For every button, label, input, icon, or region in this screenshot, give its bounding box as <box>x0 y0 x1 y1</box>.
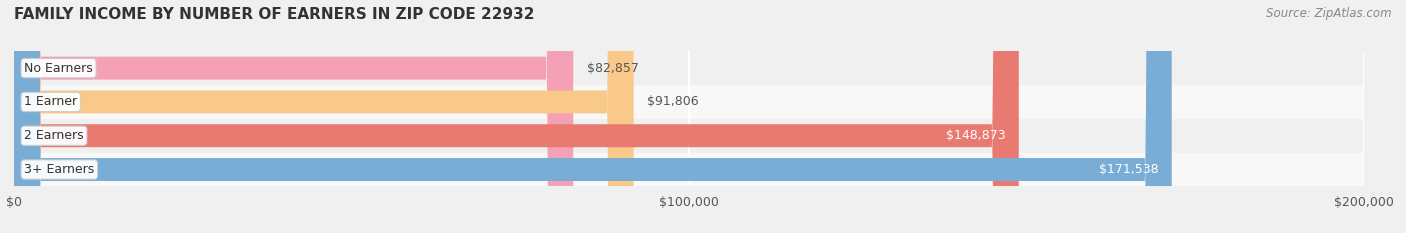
FancyBboxPatch shape <box>14 0 574 233</box>
Text: $91,806: $91,806 <box>647 96 699 108</box>
Text: No Earners: No Earners <box>24 62 93 75</box>
Text: 1 Earner: 1 Earner <box>24 96 77 108</box>
FancyBboxPatch shape <box>14 0 1019 233</box>
Text: 3+ Earners: 3+ Earners <box>24 163 94 176</box>
Bar <box>14 85 1364 119</box>
Bar <box>14 119 1364 153</box>
FancyBboxPatch shape <box>14 0 634 233</box>
Text: FAMILY INCOME BY NUMBER OF EARNERS IN ZIP CODE 22932: FAMILY INCOME BY NUMBER OF EARNERS IN ZI… <box>14 7 534 22</box>
Bar <box>14 153 1364 186</box>
Bar <box>14 51 1364 85</box>
Text: $82,857: $82,857 <box>586 62 638 75</box>
Text: Source: ZipAtlas.com: Source: ZipAtlas.com <box>1267 7 1392 20</box>
Text: $171,538: $171,538 <box>1098 163 1159 176</box>
Text: $148,873: $148,873 <box>946 129 1005 142</box>
FancyBboxPatch shape <box>14 0 1171 233</box>
Text: 2 Earners: 2 Earners <box>24 129 84 142</box>
